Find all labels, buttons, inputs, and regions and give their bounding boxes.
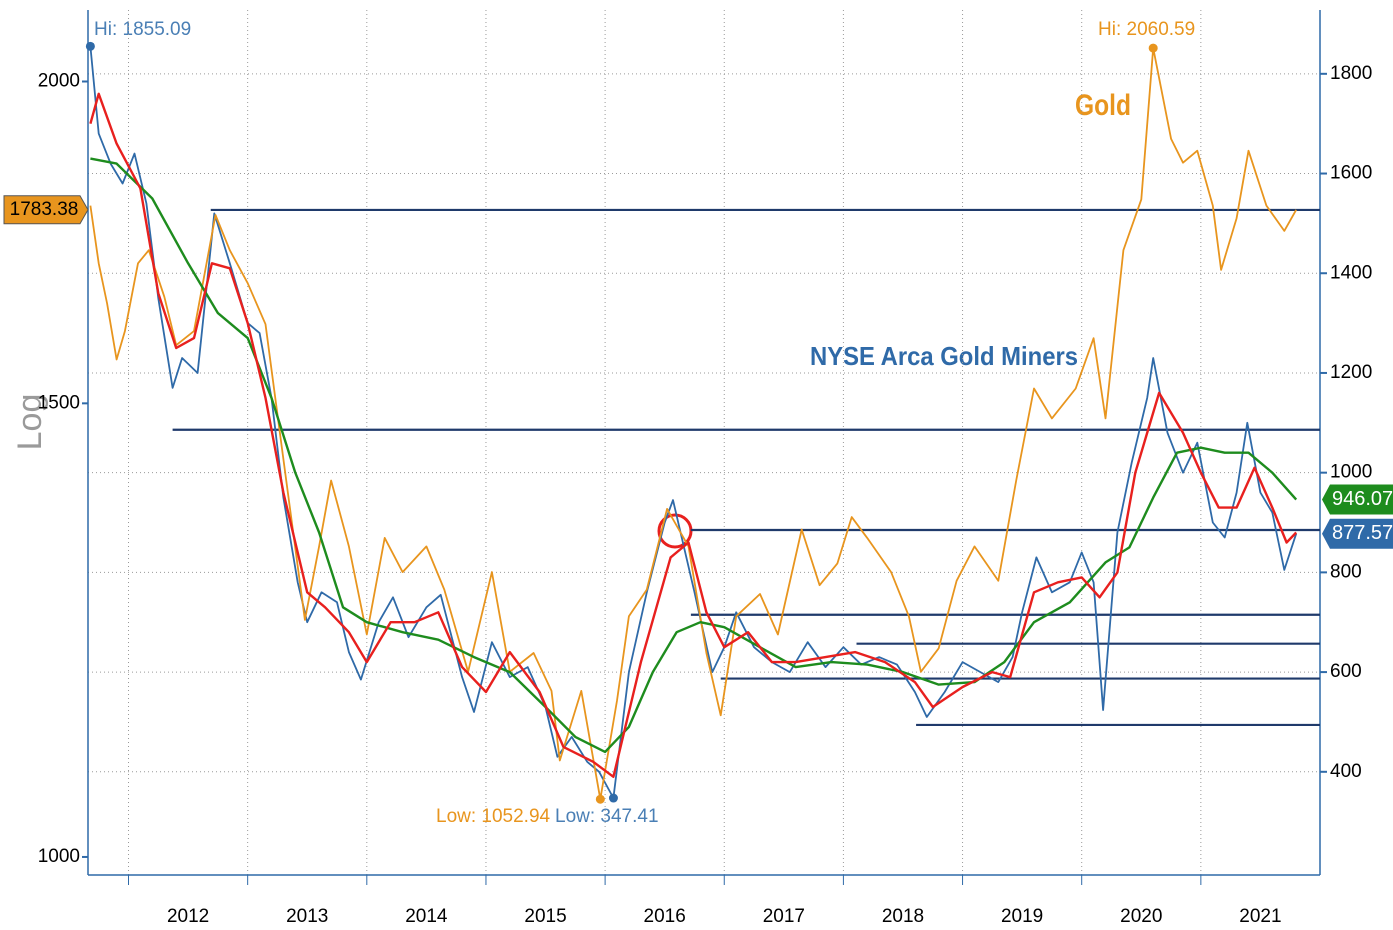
value-tag: 1783.38 [3,195,89,225]
tag-label: 1783.38 [10,199,79,220]
extreme-marker [595,794,605,804]
annotation: Hi: 1855.09 [94,19,191,40]
x-tick-label: 2021 [1239,906,1281,927]
x-tick-label: 2014 [405,906,448,927]
y2-tick-label: 400 [1330,761,1362,782]
extreme-marker [1148,43,1158,53]
series-label: NYSE Arca Gold Miners [810,341,1078,371]
x-tick-label: 2020 [1120,906,1162,927]
x-tick-label: 2019 [1001,906,1043,927]
y2-tick-label: 600 [1330,661,1362,682]
y-tick-label: 2000 [38,71,80,92]
y2-tick-label: 1000 [1330,462,1372,483]
series-line [90,157,1298,754]
tag-box [3,195,89,225]
y-tick-label: 1500 [38,392,80,413]
y-tick-label: 1000 [38,846,80,867]
y2-tick-label: 1400 [1330,262,1372,283]
annotation: Low: 347.41 [555,806,659,827]
tag-label: 946.07 [1332,488,1393,510]
x-tick-label: 2012 [167,906,209,927]
value-tag: 877.57 [1322,518,1393,549]
x-tick-label: 2018 [882,906,924,927]
series-line [89,92,1298,778]
annotation: Hi: 2060.59 [1098,19,1195,40]
series-label: Gold [1075,89,1131,122]
x-tick-label: 2016 [644,906,686,927]
y2-tick-label: 1200 [1330,362,1372,383]
tag-box [1322,484,1393,515]
y2-tick-label: 800 [1330,561,1362,582]
x-tick-label: 2015 [524,906,566,927]
y2-tick-label: 1600 [1330,163,1372,184]
tag-box [1322,518,1393,549]
value-tag: 946.07 [1322,484,1393,515]
tag-label: 877.57 [1332,522,1393,544]
y-axis-label: Log [11,394,49,451]
extreme-marker [85,41,95,51]
annotation: Low: 1052.94 [436,806,551,827]
extreme-marker [608,793,618,803]
x-tick-label: 2017 [763,906,805,927]
y2-tick-label: 1800 [1330,63,1372,84]
x-tick-label: 2013 [286,906,328,927]
